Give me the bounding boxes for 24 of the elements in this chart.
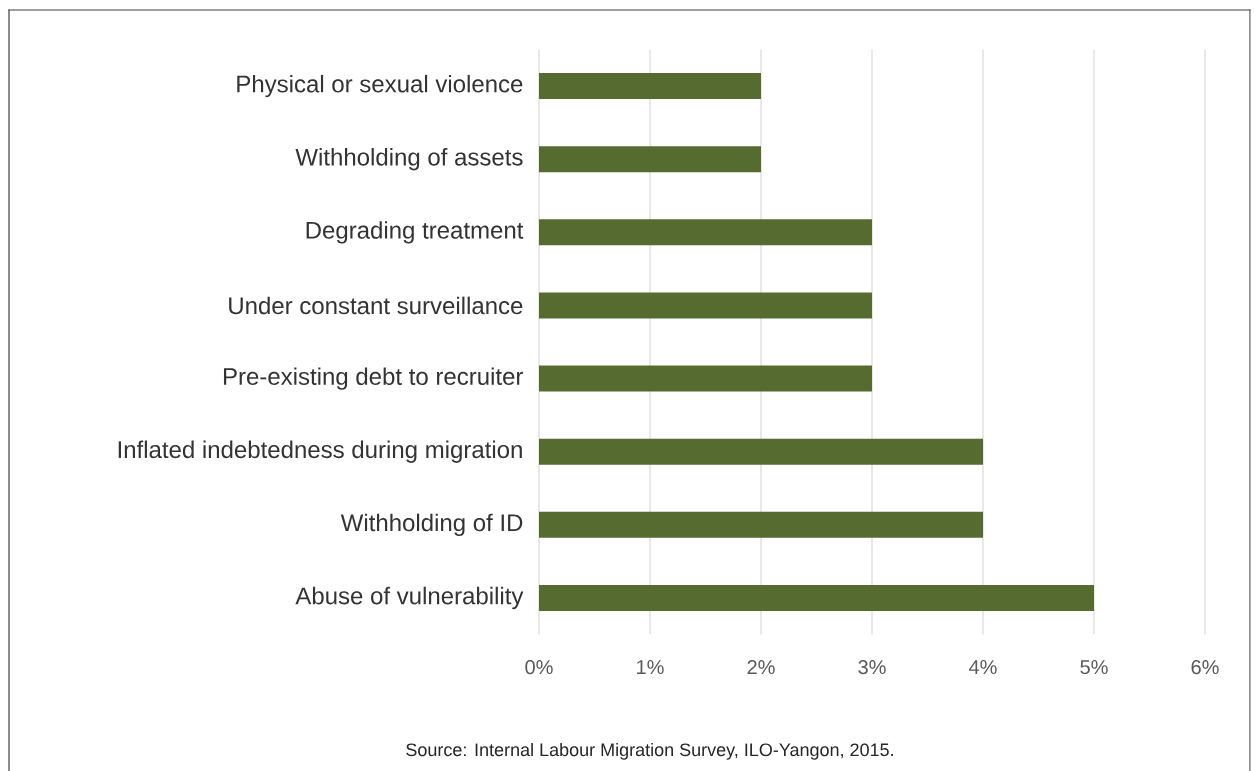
y-tick-label: Physical or sexual violence (237, 74, 523, 98)
bar (539, 365, 872, 392)
x-tick-label: 3% (858, 660, 886, 675)
x-tick-label: 6% (1191, 660, 1219, 675)
source-note: Source: Internal Labour Migration Survey, ILO-Yangon, 2015. (406, 742, 893, 760)
bar (539, 584, 1094, 611)
y-tick-label: Degrading treatment (306, 221, 524, 244)
y-tick-label: Withholding of ID (340, 513, 523, 537)
y-tick-label: Inflated indebtedness during migration (118, 440, 522, 463)
y-tick-label: Withholding of assets (295, 148, 523, 171)
bar (539, 219, 872, 246)
y-tick-label: Under constant surveillance (229, 296, 523, 315)
y-tick-label: Pre-existing debt to recruiter (223, 367, 524, 390)
x-tick-label: 1% (637, 660, 664, 675)
bar (539, 511, 983, 538)
x-tick-label: 0% (525, 660, 553, 675)
bar (539, 438, 983, 465)
x-tick-label: 4% (969, 660, 997, 675)
bar (539, 73, 761, 100)
x-tick-label: 5% (1080, 660, 1108, 675)
y-tick-label: Abuse of vulnerability (295, 586, 524, 610)
bar (539, 292, 872, 319)
x-tick-label: 2% (747, 660, 775, 675)
bar (539, 146, 761, 173)
